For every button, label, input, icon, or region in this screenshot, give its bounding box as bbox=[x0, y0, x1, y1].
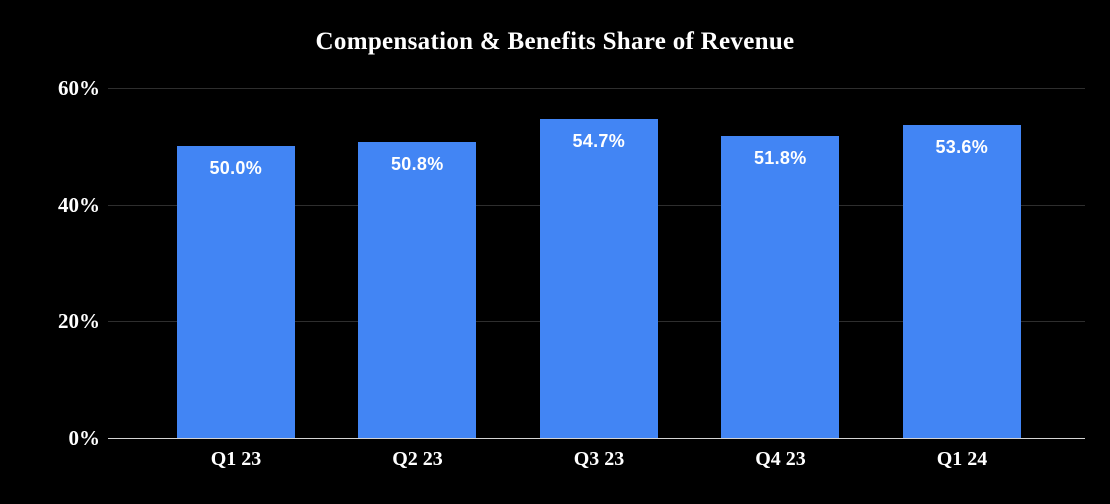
bar-q3-23: 54.7% bbox=[539, 118, 658, 438]
y-axis-tick-label: 40% bbox=[58, 192, 100, 217]
y-axis-tick-label: 60% bbox=[58, 76, 100, 100]
x-axis-tick-label: Q3 23 bbox=[573, 448, 625, 470]
plot-area: 50.0% 50.8% 54.7% 51.8% 53.6% bbox=[108, 88, 1085, 439]
bar-q1-23: 50.0% bbox=[176, 146, 295, 438]
x-axis-line bbox=[108, 438, 1085, 439]
bar-value-label: 50.0% bbox=[209, 158, 263, 179]
bar-value-label: 50.8% bbox=[390, 153, 444, 174]
x-axis-tick-label: Q1 23 bbox=[210, 448, 262, 470]
x-axis-tick-label: Q1 24 bbox=[936, 448, 988, 470]
chart-title: Compensation & Benefits Share of Revenue bbox=[315, 28, 795, 55]
bar-value-label: 54.7% bbox=[572, 130, 626, 151]
y-axis-tick-label: 20% bbox=[58, 309, 100, 334]
bar-value-label: 51.8% bbox=[753, 147, 807, 168]
bar-value-label: 53.6% bbox=[935, 137, 989, 158]
y-axis-tick-label: 0% bbox=[68, 426, 101, 450]
bar-q1-24: 53.6% bbox=[902, 125, 1021, 438]
bar-q2-23: 50.8% bbox=[358, 141, 477, 438]
x-axis-tick-label: Q2 23 bbox=[392, 448, 443, 470]
gridline bbox=[108, 88, 1085, 89]
x-axis-tick-label: Q4 23 bbox=[755, 448, 806, 470]
bar-q4-23: 51.8% bbox=[721, 135, 840, 438]
